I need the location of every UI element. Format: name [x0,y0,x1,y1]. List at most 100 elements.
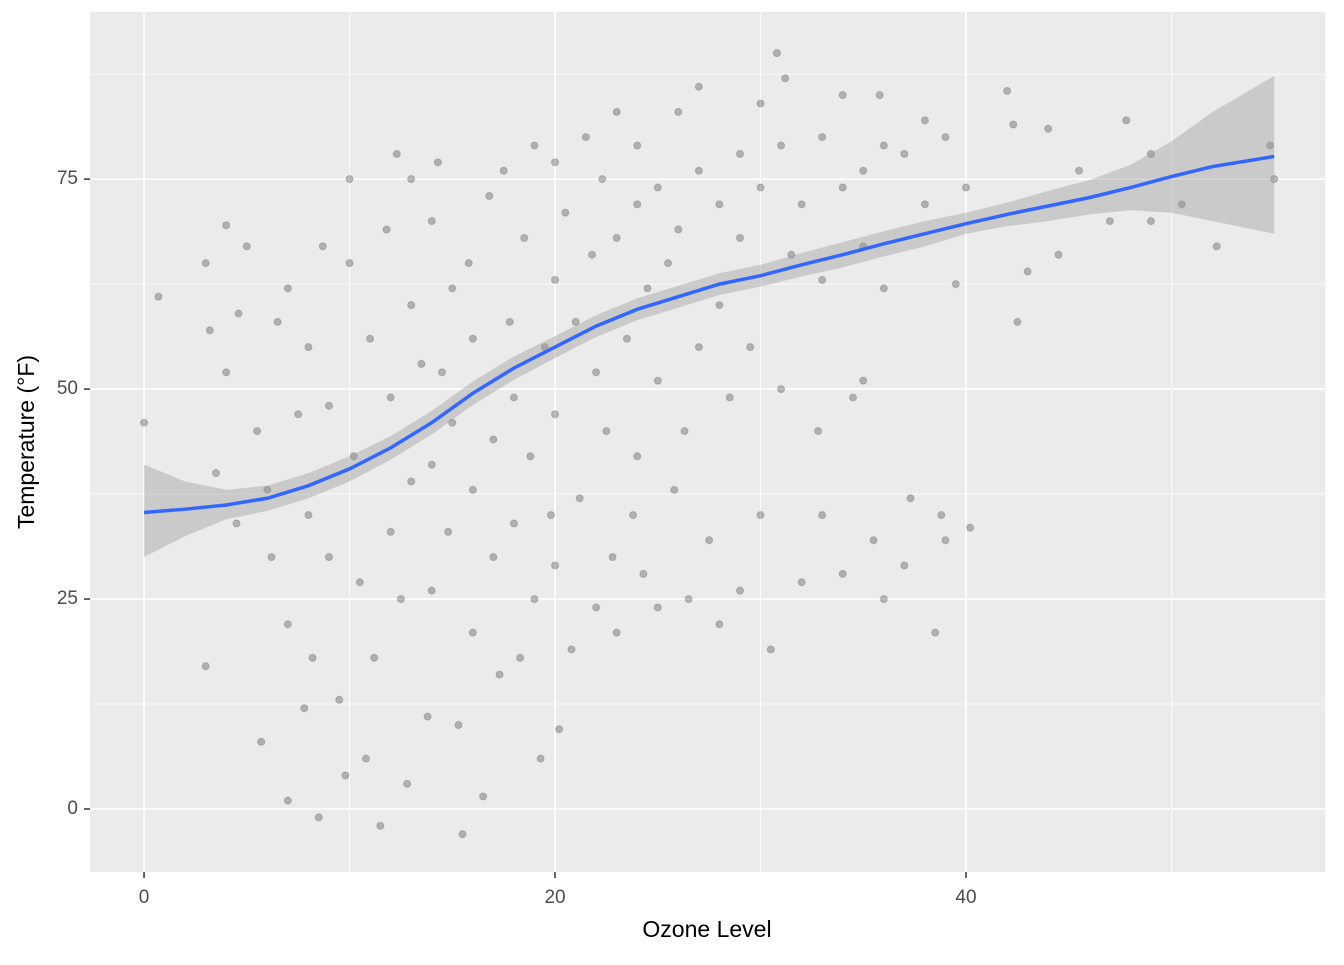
point [653,603,662,612]
point [694,82,703,91]
point [417,359,426,368]
point [232,519,241,528]
point [509,519,519,528]
point [234,309,243,318]
point [361,754,371,763]
point [639,569,648,578]
point [242,242,251,251]
point [1013,317,1022,327]
point [663,259,673,268]
point [735,233,745,243]
point [612,233,621,243]
point [592,603,601,612]
point [423,712,432,721]
point [776,141,786,150]
point [335,695,344,704]
point [1146,217,1156,226]
point [756,99,765,108]
point [211,468,221,478]
point [756,183,765,192]
point [1074,166,1084,175]
point [530,141,539,150]
point [407,175,416,184]
x-tick-label: 40 [955,887,976,908]
point [355,578,364,587]
point [674,225,683,234]
point [550,561,560,570]
point [263,485,272,494]
point [520,233,529,243]
point [283,796,292,805]
point [941,133,950,142]
point [454,720,463,730]
point [433,158,442,167]
point [1177,200,1186,209]
point [1009,120,1018,129]
point [458,830,467,839]
point [427,586,436,595]
point [705,536,714,545]
point [622,334,632,343]
point [550,410,560,419]
point [345,259,354,268]
point [1044,124,1053,133]
point [859,166,868,175]
point [848,393,858,402]
y-tick-label: 75 [57,168,78,189]
point [382,225,391,234]
point [205,326,214,335]
point [879,594,888,604]
point [294,410,303,419]
point [598,175,607,184]
smooth-line [143,154,1275,515]
point [515,653,525,662]
point [643,284,652,293]
point [1212,242,1221,251]
point [283,620,292,629]
y-tick-label: 0 [67,798,78,819]
point [838,183,847,192]
point [571,317,580,327]
point [735,149,745,159]
point [407,301,416,310]
point [941,536,950,545]
point [341,771,350,780]
point [407,477,416,486]
point [797,578,806,587]
point [324,552,334,562]
point [376,821,385,830]
point [633,452,642,461]
point [365,334,375,343]
point [526,452,535,461]
x-axis-title: Ozone Level [642,916,771,942]
point [222,368,231,377]
y-tick-label: 50 [57,378,78,399]
point [608,552,617,562]
point [680,426,689,436]
point [787,250,796,259]
point [427,217,436,226]
point [300,704,309,713]
point [479,792,488,801]
point [587,250,597,259]
point [875,91,884,100]
point [900,561,909,570]
point [715,301,724,310]
point [273,317,282,327]
point [154,292,163,301]
point [776,384,786,394]
point [489,435,498,444]
point [1122,116,1131,125]
point [869,536,878,545]
x-tick-label: 0 [139,887,150,908]
point [653,183,662,192]
point [550,158,560,167]
point [1266,141,1275,150]
point [318,242,327,251]
point [324,401,334,410]
point [392,149,401,159]
point [1054,250,1063,259]
point [602,426,611,436]
y-axis-title: Temperature (°F) [13,355,39,529]
